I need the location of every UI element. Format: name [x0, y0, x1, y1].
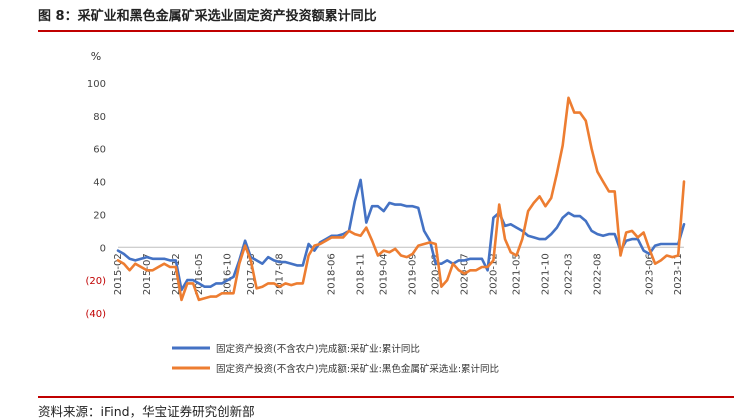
x-tick-label: 2017-03: [246, 253, 257, 295]
x-tick-label: 2019-04: [379, 253, 390, 295]
x-tick-label: 2015-02: [113, 253, 124, 295]
x-tick-label: 2021-10: [540, 253, 551, 295]
x-tick-label: 2018-06: [327, 253, 338, 295]
y-tick-label: (40): [85, 309, 106, 320]
x-tick-label: 2017-08: [275, 253, 286, 295]
plot-area: [116, 96, 686, 302]
x-tick-label: 2015-07: [142, 253, 153, 295]
y-tick-label: 0: [100, 243, 106, 254]
y-tick-label: 60: [93, 145, 106, 156]
y-axis-unit: %: [91, 50, 101, 63]
x-axis-ticks: 2015-02 2015-07 2015-12 2016-05 2016-10 2017-…: [113, 253, 684, 295]
x-tick-label: 2019-09: [408, 253, 419, 295]
footer-divider: [38, 396, 734, 398]
series-line-1: [116, 178, 686, 292]
x-tick-label: 2020-12: [488, 253, 499, 295]
figure-title: 图 8：采矿业和黑色金属矿采选业固定资产投资额累计同比: [38, 9, 377, 24]
x-tick-label: 2016-05: [194, 253, 205, 295]
y-tick-label: (20): [85, 276, 106, 287]
x-tick-label: 2021-05: [512, 253, 523, 295]
series-line-2: [116, 96, 686, 302]
x-tick-label: 2016-10: [223, 253, 234, 295]
x-tick-label: 2023-06: [644, 253, 655, 295]
title-divider: [38, 30, 734, 32]
y-tick-label: 40: [93, 178, 106, 189]
source-note: 资料来源：iFind，华宝证券研究创新部: [38, 404, 255, 419]
legend-label-2: 固定资产投资(不含农户)完成额:采矿业:黑色金属矿采选业:累计同比: [216, 363, 499, 375]
y-axis-ticks: 100 80 60 40 20 0 (20) (40): [85, 79, 106, 320]
y-tick-label: 20: [93, 210, 106, 221]
x-tick-label: 2023-11: [673, 253, 684, 295]
line-chart: % 100 80 60 40 20 0 (20) (40) 2015-02 2015-07 201…: [85, 50, 686, 375]
y-tick-label: 80: [93, 112, 106, 123]
x-tick-label: 2022-08: [592, 253, 603, 295]
legend: 固定资产投资(不含农户)完成额:采矿业:累计同比固定资产投资(不含农户)完成额:…: [172, 343, 499, 375]
x-tick-label: 2018-11: [356, 253, 367, 295]
x-tick-label: 2022-03: [563, 253, 574, 295]
legend-label-1: 固定资产投资(不含农户)完成额:采矿业:累计同比: [216, 343, 420, 355]
x-tick-label: 2020-02: [431, 253, 442, 295]
y-tick-label: 100: [87, 79, 106, 90]
